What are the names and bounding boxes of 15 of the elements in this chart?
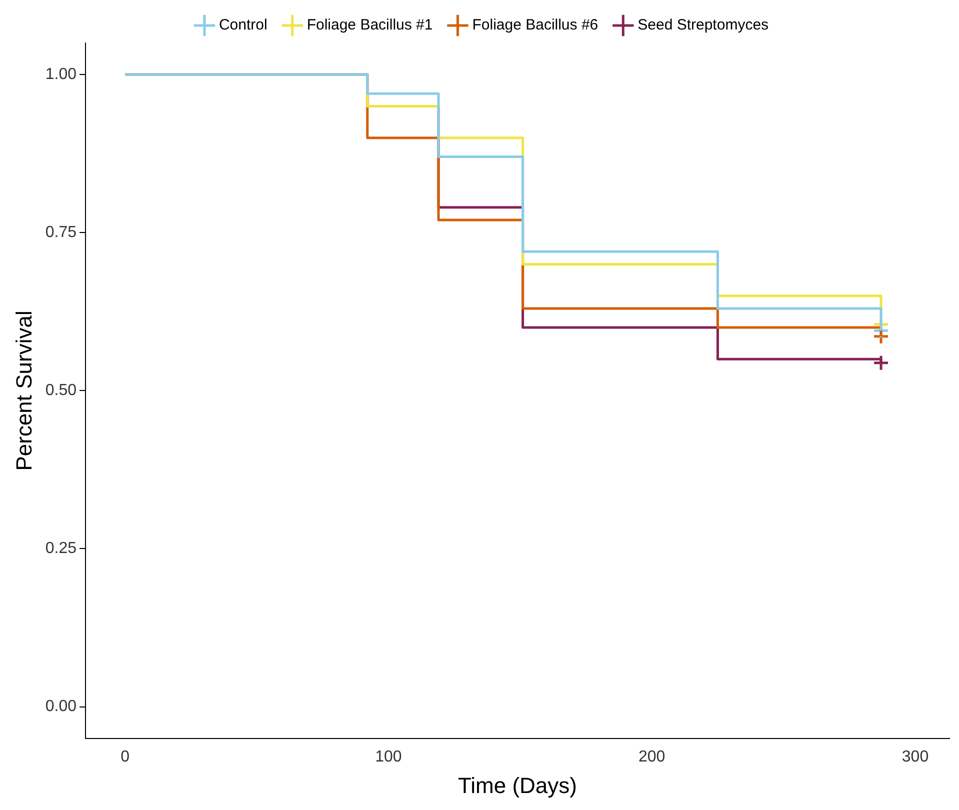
y-tick-label: 0.00 [45, 698, 77, 716]
legend-label: Foliage Bacillus #6 [472, 16, 598, 34]
y-tick-label: 0.50 [45, 382, 77, 400]
x-tick-label: 100 [375, 748, 402, 766]
legend-label: Seed Streptomyces [638, 16, 769, 34]
x-tick-label: 0 [120, 748, 130, 766]
legend-label: Control [218, 16, 268, 34]
y-tick-label: 0.75 [45, 224, 77, 242]
legend-label: Foliage Bacillus #1 [306, 16, 433, 34]
x-axis-title: Time (Days) [458, 772, 578, 798]
y-tick-label: 0.25 [45, 540, 77, 558]
y-axis-title: Percent Survival [11, 310, 36, 471]
y-tick-label: 1.00 [45, 66, 77, 84]
x-tick-label: 300 [902, 748, 929, 766]
x-tick-label: 200 [638, 748, 666, 766]
